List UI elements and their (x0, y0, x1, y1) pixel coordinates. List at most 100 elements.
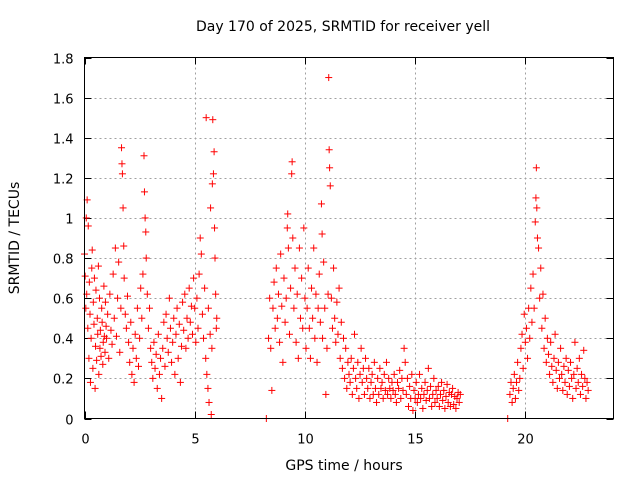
data-point (265, 334, 273, 342)
y-axis-label: SRMTID / TECUs (7, 182, 23, 295)
data-point (138, 314, 146, 322)
data-point (375, 390, 383, 398)
data-point (116, 348, 124, 356)
data-point (527, 284, 535, 292)
data-point (571, 338, 579, 346)
data-point (358, 378, 366, 386)
y-tick-label: 1.4 (53, 133, 74, 148)
data-point (174, 354, 182, 362)
data-point (327, 294, 335, 302)
data-point (582, 394, 590, 402)
data-point (377, 384, 385, 392)
data-point (273, 314, 281, 322)
data-point (330, 264, 338, 272)
data-point (393, 378, 401, 386)
data-point (202, 114, 210, 122)
data-point (139, 270, 147, 278)
data-point (164, 348, 172, 356)
data-point (565, 382, 573, 390)
data-point (176, 378, 184, 386)
data-point (295, 244, 303, 252)
data-point (314, 304, 322, 312)
data-point (402, 390, 410, 398)
data-point (353, 384, 361, 392)
data-point (354, 358, 362, 366)
data-point (583, 378, 591, 386)
data-point (313, 358, 321, 366)
data-point (532, 164, 540, 172)
data-point (315, 270, 323, 278)
data-point (101, 298, 109, 306)
data-point (332, 338, 340, 346)
y-tick-label: 0.6 (53, 293, 74, 308)
data-point (544, 350, 552, 358)
data-point (84, 324, 92, 332)
data-point (557, 344, 565, 352)
data-point (561, 378, 569, 386)
data-point (206, 330, 214, 338)
data-point (324, 290, 332, 298)
data-point (365, 364, 373, 372)
data-point (211, 254, 219, 262)
data-point (182, 344, 190, 352)
y-tick-label: 0.2 (53, 373, 74, 388)
data-point (409, 406, 417, 414)
data-point (212, 290, 220, 298)
data-point (195, 270, 203, 278)
data-point (157, 354, 165, 362)
data-point (347, 354, 355, 362)
data-point (542, 358, 550, 366)
data-point (171, 370, 179, 378)
data-point (537, 264, 545, 272)
data-point (99, 338, 107, 346)
data-point (455, 398, 463, 406)
data-point (580, 346, 588, 354)
data-point (210, 148, 218, 156)
data-point (192, 338, 200, 346)
data-point (363, 374, 371, 382)
data-point (88, 264, 96, 272)
data-point (546, 370, 554, 378)
data-point (305, 324, 313, 332)
data-point (436, 390, 444, 398)
data-point (574, 378, 582, 386)
data-point (370, 358, 378, 366)
data-point (166, 324, 174, 332)
data-point (441, 404, 449, 412)
data-point (337, 318, 345, 326)
data-point (320, 258, 328, 266)
data-point (208, 344, 216, 352)
data-point (367, 378, 375, 386)
data-point (211, 224, 219, 232)
data-point (114, 294, 122, 302)
data-point (190, 274, 198, 282)
data-point (269, 304, 277, 312)
data-point (310, 244, 318, 252)
data-point (421, 378, 429, 386)
data-point (184, 334, 192, 342)
data-point (538, 324, 546, 332)
data-point (291, 264, 299, 272)
y-tick-label: 0 (65, 414, 73, 429)
data-point (98, 304, 106, 312)
data-point (209, 116, 217, 124)
data-point (346, 378, 354, 386)
data-point (103, 334, 111, 342)
y-tick-label: 0.4 (53, 333, 74, 348)
data-point (508, 398, 516, 406)
data-point (105, 354, 113, 362)
data-point (277, 250, 285, 258)
data-point (97, 352, 105, 360)
data-point (161, 362, 169, 370)
data-point (433, 394, 441, 402)
data-point (146, 304, 154, 312)
data-point (395, 384, 403, 392)
data-point (288, 158, 296, 166)
data-point (104, 310, 112, 318)
data-point (572, 384, 580, 392)
data-point (570, 370, 578, 378)
data-point (170, 314, 178, 322)
data-point (321, 304, 329, 312)
data-point (553, 384, 561, 392)
data-point (201, 284, 209, 292)
